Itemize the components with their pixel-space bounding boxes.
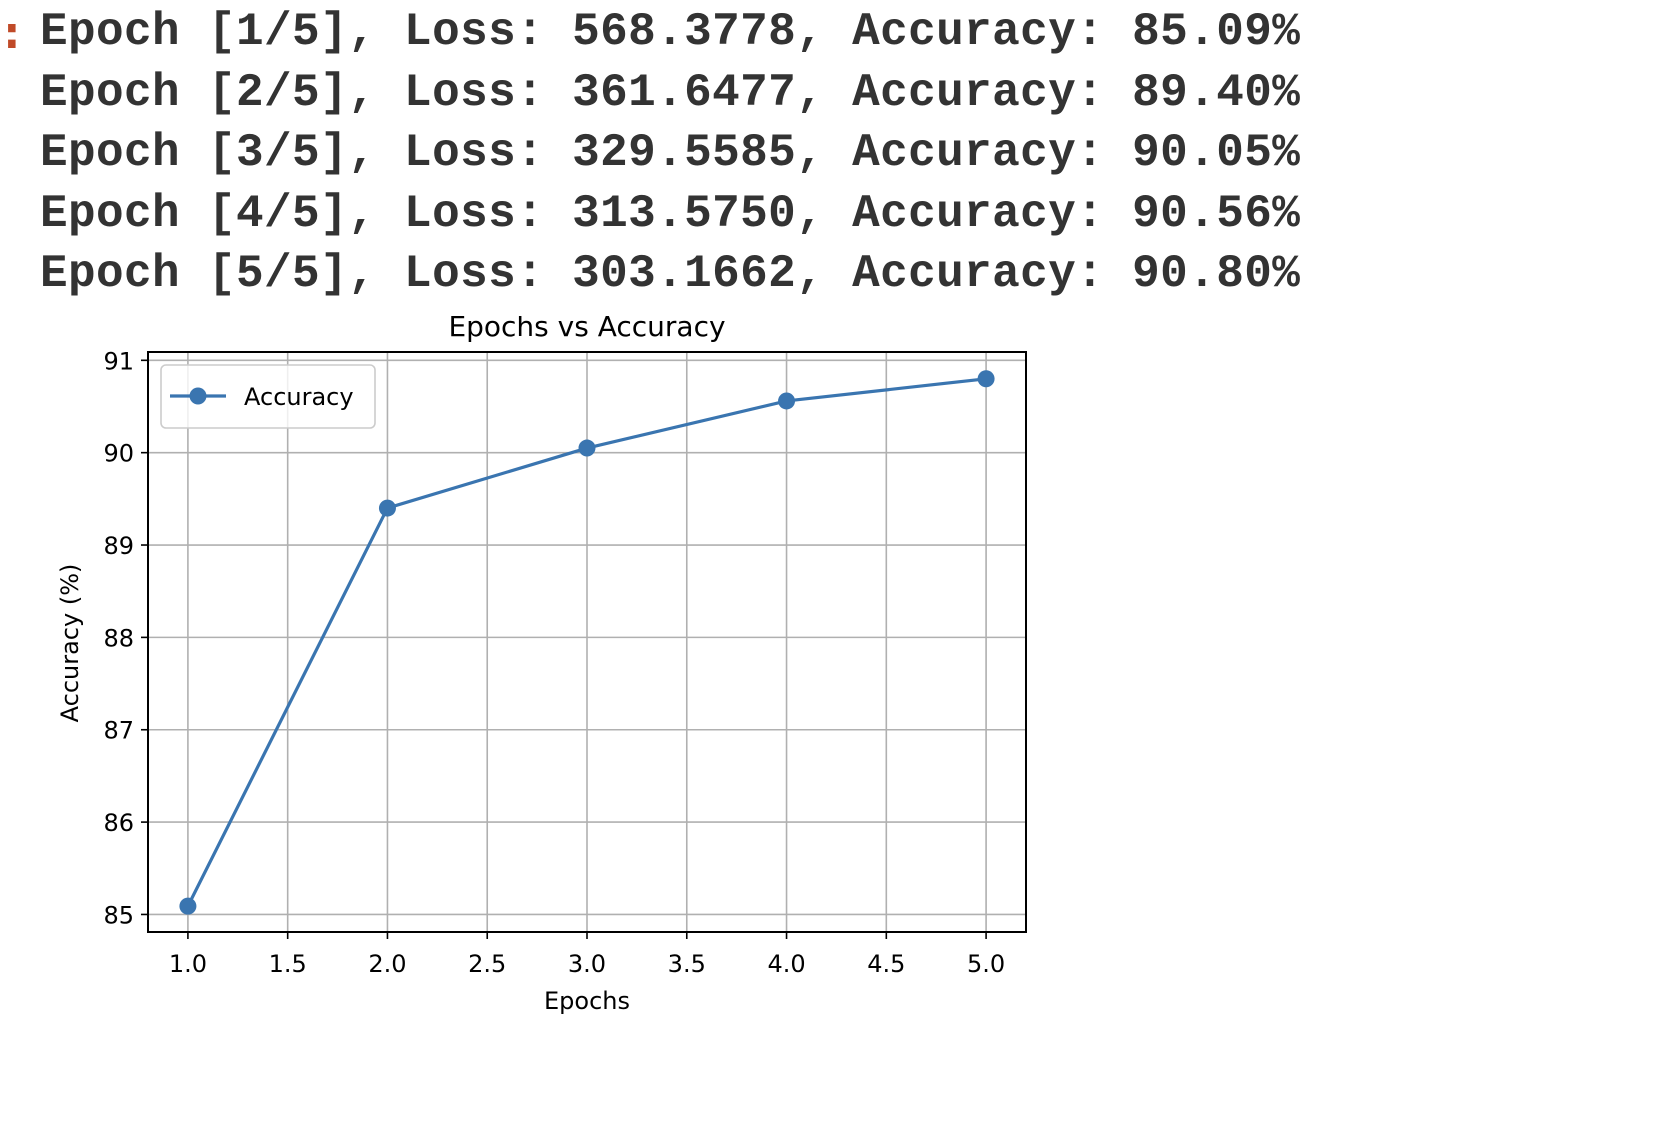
x-tick-label: 3.5 — [668, 950, 706, 978]
log-line: Epoch [3/5], Loss: 329.5585, Accuracy: 9… — [40, 123, 1300, 184]
y-tick-label: 87 — [103, 717, 134, 745]
x-tick-label: 2.0 — [368, 950, 406, 978]
x-tick-label: 5.0 — [967, 950, 1005, 978]
training-log: Epoch [1/5], Loss: 568.3778, Accuracy: 8… — [40, 2, 1300, 305]
data-point — [379, 500, 396, 517]
output-prompt-marker: : — [0, 2, 26, 62]
data-point — [778, 392, 795, 409]
chart-title: Epochs vs Accuracy — [448, 316, 725, 343]
legend-marker — [190, 388, 207, 405]
x-tick-label: 1.0 — [169, 950, 207, 978]
x-tick-label: 1.5 — [269, 950, 307, 978]
accuracy-chart: 1.0 1.5 2.0 2.5 3.0 3.5 4.0 4.5 5.0 85 86 87 88 89 90 9… — [0, 316, 1120, 1096]
log-line: Epoch [4/5], Loss: 313.5750, Accuracy: 9… — [40, 184, 1300, 245]
y-tick-label: 91 — [103, 347, 134, 375]
y-tick-label: 89 — [103, 532, 134, 560]
log-line: Epoch [2/5], Loss: 361.6477, Accuracy: 8… — [40, 63, 1300, 124]
legend: Accuracy — [161, 365, 375, 428]
log-line: Epoch [1/5], Loss: 568.3778, Accuracy: 8… — [40, 2, 1300, 63]
x-tick-label: 4.0 — [767, 950, 805, 978]
y-tick-label: 86 — [103, 809, 134, 837]
y-tick-label: 85 — [103, 901, 134, 929]
x-tick-label: 2.5 — [468, 950, 506, 978]
data-point — [179, 898, 196, 915]
y-tick-label: 90 — [103, 440, 134, 468]
x-tick-label: 3.0 — [568, 950, 606, 978]
legend-label: Accuracy — [244, 383, 354, 411]
chart-svg: 1.0 1.5 2.0 2.5 3.0 3.5 4.0 4.5 5.0 85 86 87 88 89 90 9… — [0, 316, 1120, 1096]
y-tick-label: 88 — [103, 624, 134, 652]
y-axis-label: Accuracy (%) — [56, 564, 84, 723]
log-line: Epoch [5/5], Loss: 303.1662, Accuracy: 9… — [40, 244, 1300, 305]
data-point — [579, 440, 596, 457]
data-point — [978, 370, 995, 387]
x-axis-label: Epochs — [544, 987, 630, 1015]
x-tick-label: 4.5 — [867, 950, 905, 978]
